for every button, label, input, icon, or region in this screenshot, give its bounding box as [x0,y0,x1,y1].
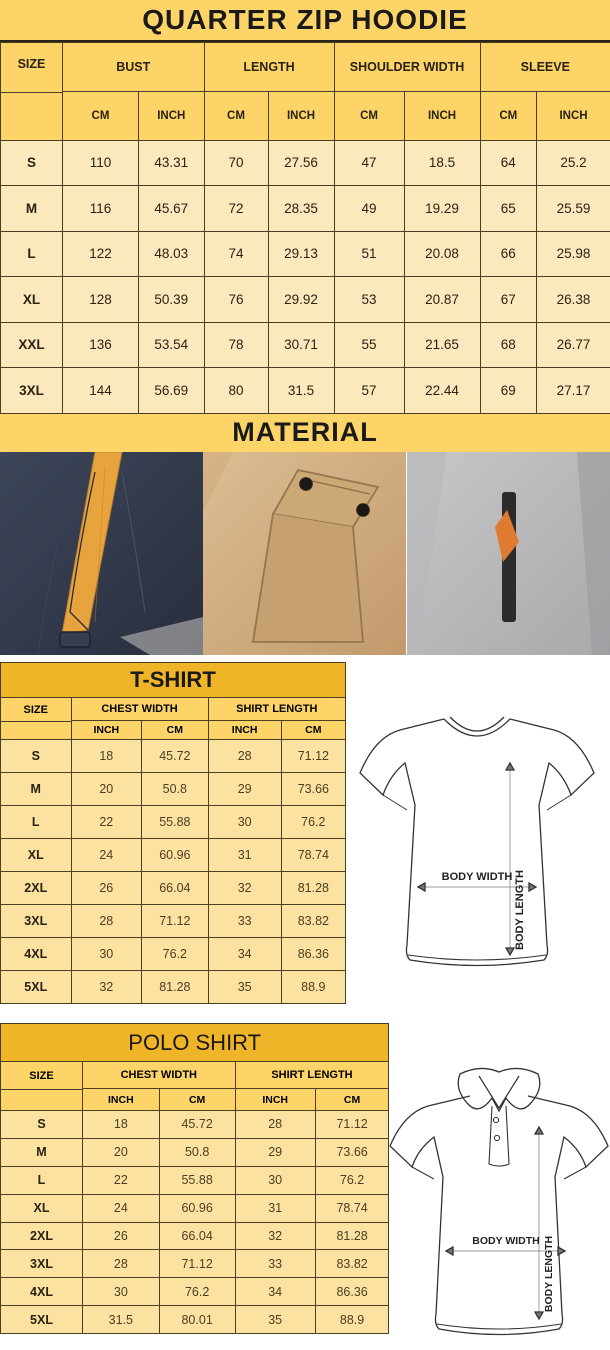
svg-text:BODY WIDTH: BODY WIDTH [442,871,513,883]
svg-text:BODY LENGTH: BODY LENGTH [543,1236,555,1312]
svg-text:BODY LENGTH: BODY LENGTH [514,870,526,950]
svg-text:BODY WIDTH: BODY WIDTH [472,1235,539,1247]
